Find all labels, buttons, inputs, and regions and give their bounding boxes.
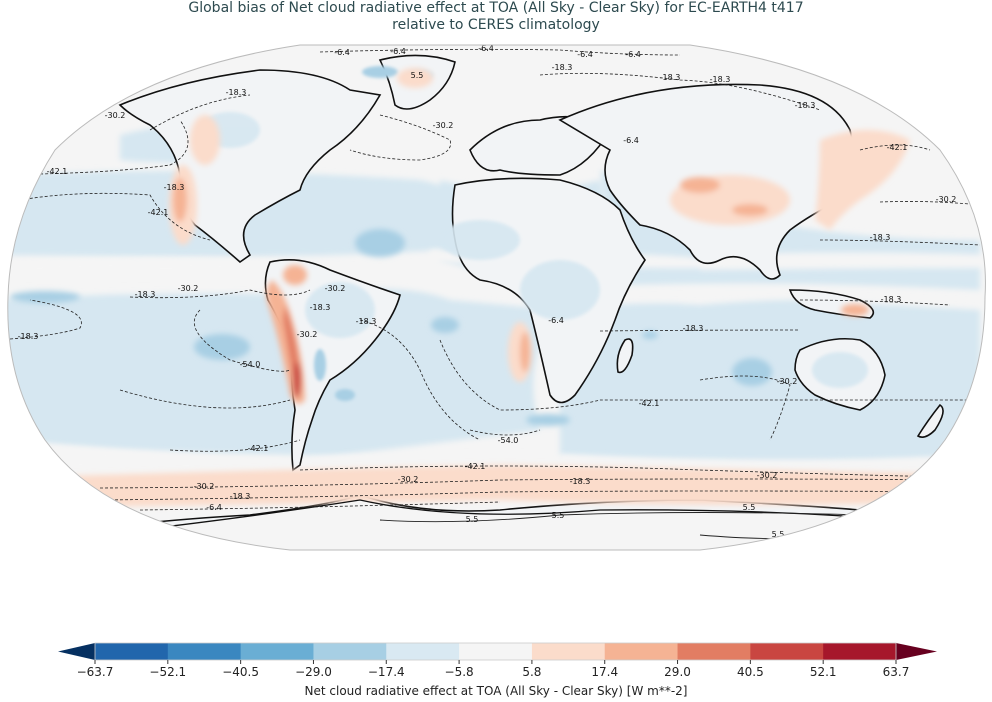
contour-label: -18.3 (226, 88, 247, 97)
colorbar-tick-label: −17.4 (367, 665, 405, 679)
contour-label: -6.4 (548, 316, 564, 325)
contour-label: 5.5 (772, 530, 785, 539)
contour-label: -18.3 (230, 492, 251, 501)
contour-label: -42.1 (248, 444, 269, 453)
colorbar-tick-label: 52.1 (809, 665, 837, 679)
colorbar (0, 636, 992, 702)
map-fill: -6.4 -6.4 -6.4 -6.4 -6.4 5.5 -18.3 -18.3 -30.2 -3… (7, 44, 986, 550)
contour-label: -42.1 (639, 399, 660, 408)
contour-label: -54.0 (240, 360, 261, 369)
contour-label: -18.3 (795, 101, 816, 110)
title-line-1: Global bias of Net cloud radiative effec… (188, 0, 804, 16)
contour-label: -18.3 (683, 324, 704, 333)
contour-label: -18.3 (356, 317, 377, 326)
map-panel: -6.4 -6.4 -6.4 -6.4 -6.4 5.5 -18.3 -18.3 -30.2 -3… (0, 40, 992, 560)
colorbar-tick-label: −40.5 (222, 665, 260, 679)
contour-label: -42.1 (465, 462, 486, 471)
colorbar-tick-label: 29.0 (664, 665, 691, 679)
colorbar-bin (750, 643, 824, 660)
colorbar-under-arrow (58, 643, 95, 660)
contour-label: -30.2 (325, 284, 346, 293)
contour-label: -42.1 (47, 167, 68, 176)
colorbar-bin (531, 643, 606, 660)
contour-label: 5.5 (466, 515, 479, 524)
contour-label: -18.3 (552, 63, 573, 72)
contour-label: -6.4 (478, 44, 494, 53)
contour-label: -42.1 (887, 143, 908, 152)
contour-label: -18.3 (881, 295, 902, 304)
contour-label: -30.2 (757, 471, 778, 480)
title-line-2: relative to CERES climatology (392, 17, 600, 33)
colorbar-bin (313, 643, 387, 660)
colorbar-bin (823, 643, 897, 660)
colorbar-bin (459, 643, 533, 660)
contour-label: -18.3 (660, 73, 681, 82)
colorbar-tick-label: −52.1 (149, 665, 187, 679)
contour-lines (9, 48, 986, 511)
contour-label: -30.2 (936, 195, 957, 204)
contour-label: -18.3 (710, 75, 731, 84)
contour-label: -6.4 (390, 47, 406, 56)
colorbar-bin (677, 643, 751, 660)
contour-label: -6.4 (206, 503, 222, 512)
colorbar-tick-label: 17.4 (591, 665, 619, 679)
colorbar-tick-label: 5.8 (522, 665, 542, 679)
contour-label: -18.3 (570, 477, 591, 486)
contour-label: -6.4 (334, 48, 350, 57)
contour-label: -30.2 (105, 111, 126, 120)
contour-label: 5.5 (552, 511, 565, 520)
colorbar-over-arrow (896, 643, 937, 660)
contour-label: -30.2 (194, 482, 215, 491)
colorbar-bin (386, 643, 460, 660)
contour-label: -6.4 (625, 50, 641, 59)
contour-label: 5.5 (743, 503, 756, 512)
contour-labels: -6.4 -6.4 -6.4 -6.4 -6.4 5.5 -18.3 -18.3 -30.2 -3… (18, 44, 957, 539)
contour-label: -18.3 (164, 183, 185, 192)
colorbar-bin (240, 643, 314, 660)
colorbar-bin (95, 643, 169, 660)
contour-label: -30.2 (297, 330, 318, 339)
figure-title: Global bias of Net cloud radiative effec… (0, 0, 992, 34)
contour-label: -30.2 (178, 284, 199, 293)
colorbar-tick-label: 63.7 (882, 665, 910, 679)
contour-label: 5.5 (411, 71, 424, 80)
contour-label: -18.3 (18, 332, 39, 341)
robinson-map: -6.4 -6.4 -6.4 -6.4 -6.4 5.5 -18.3 -18.3 -30.2 -3… (7, 44, 986, 551)
colorbar-label: Net cloud radiative effect at TOA (All S… (304, 684, 688, 698)
contour-label: -18.3 (310, 303, 331, 312)
contour-label: -30.2 (398, 475, 419, 484)
colorbar-bin (167, 643, 242, 660)
colorbar-tick-label: −5.8 (444, 665, 474, 679)
contour-label: -18.3 (870, 233, 891, 242)
contour-label: -18.3 (135, 290, 156, 299)
colorbar-tick-label: 40.5 (737, 665, 764, 679)
contour-label: -30.2 (433, 121, 454, 130)
contour-label: -6.4 (577, 50, 593, 59)
contour-label: -30.2 (777, 377, 798, 386)
contour-label: -6.4 (623, 136, 639, 145)
colorbar-graphic (58, 642, 937, 664)
colorbar-tick-label: −63.7 (76, 665, 114, 679)
colorbar-tick-label: −29.0 (295, 665, 332, 679)
contour-label: -42.1 (148, 208, 169, 217)
contour-label: -54.0 (498, 436, 519, 445)
colorbar-bin (604, 643, 679, 660)
map-boundary (7, 44, 986, 551)
